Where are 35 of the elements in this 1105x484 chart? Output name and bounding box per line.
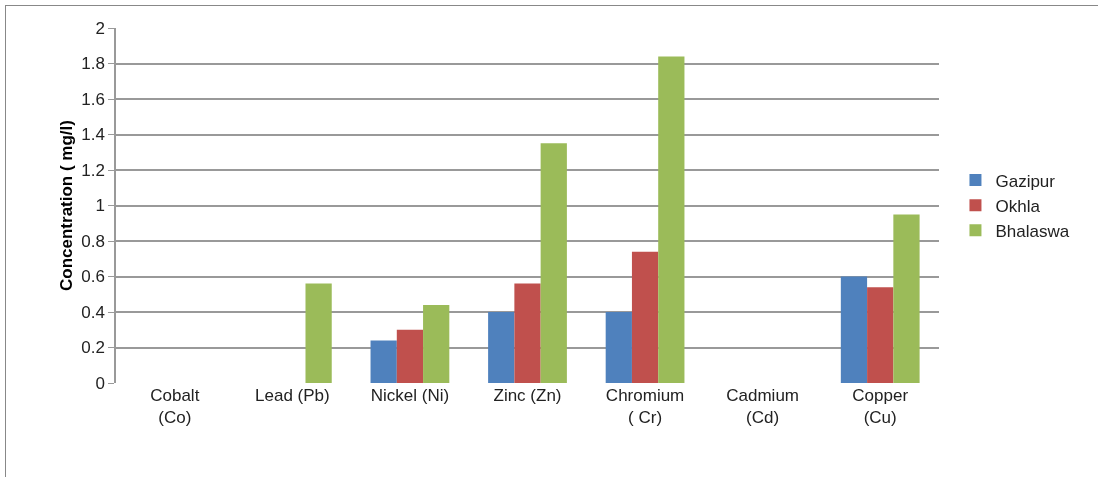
y-tick-label: 1.2 — [81, 160, 105, 180]
legend-label: Bhalaswa — [995, 221, 1070, 241]
y-tick-label: 2 — [95, 18, 105, 38]
bar — [396, 329, 424, 383]
y-tick-label: 0.2 — [81, 338, 105, 358]
bar — [893, 214, 920, 383]
bar — [370, 340, 397, 383]
y-axis-title: Concentration ( mg/l) — [56, 120, 76, 291]
x-tick-label: Cadmium (Cd) — [726, 386, 800, 428]
x-tick-label: Zinc (Zn) — [493, 386, 562, 405]
bar — [305, 283, 332, 383]
bar — [423, 304, 450, 383]
y-tick-label: 1.8 — [81, 54, 105, 74]
x-tick-label: Chromium ( Cr) — [605, 386, 685, 428]
bar — [488, 312, 515, 383]
legend-label: Gazipur — [995, 171, 1056, 191]
bar — [605, 312, 632, 383]
x-tick-label: Nickel (Ni) — [370, 386, 450, 405]
y-tick-label: 0.6 — [81, 267, 105, 287]
y-tick-label: 1 — [95, 196, 105, 216]
y-tick-label: 1.6 — [81, 89, 105, 109]
bar — [658, 56, 685, 383]
x-tick-label: Cobalt (Co) — [150, 386, 200, 428]
y-tick-label: 0 — [95, 373, 105, 393]
bar — [867, 287, 894, 383]
bar — [631, 251, 659, 383]
y-tick-label: 0.8 — [81, 231, 105, 251]
x-tick-label: Copper (Cu) — [852, 386, 909, 428]
x-tick-label: Lead (Pb) — [255, 386, 330, 405]
bar — [514, 283, 541, 383]
bar — [540, 143, 567, 383]
bar — [840, 276, 868, 383]
y-tick-label: 0.4 — [81, 302, 105, 322]
y-tick-label: 1.4 — [81, 125, 105, 145]
legend-label: Okhla — [995, 196, 1041, 216]
